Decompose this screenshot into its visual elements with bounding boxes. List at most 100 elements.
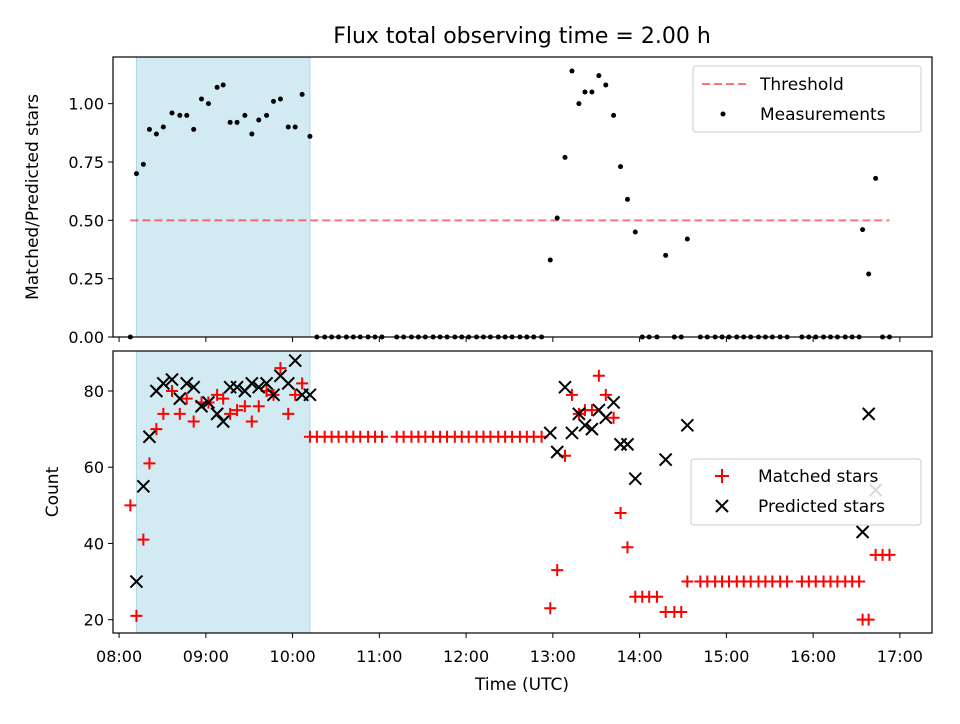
measurement-point	[307, 133, 313, 139]
matched-star-marker	[165, 385, 178, 398]
y-tick-label: 20	[84, 611, 104, 630]
bottom-y-ticks: 20 40 60 80	[84, 382, 113, 630]
matched-star-marker	[551, 564, 564, 577]
measurement-point	[576, 101, 582, 107]
top-legend: Threshold Measurements	[692, 65, 922, 133]
matched-star-marker	[614, 506, 627, 519]
predicted-star-marker	[572, 407, 586, 421]
measurement-point	[547, 257, 553, 263]
matched-star-marker	[252, 400, 265, 413]
measurement-point	[133, 171, 139, 177]
measurement-point	[264, 112, 270, 118]
x-tick-label: 17:00	[877, 647, 923, 666]
bottom-x-ticks: 08:00 09:00 10:00 11:00 12:00 13:00 14:00 15:00…	[96, 633, 923, 666]
matched-star-marker	[296, 377, 309, 390]
predicted-star-marker	[259, 376, 274, 391]
bottom-predicted-stars	[129, 353, 883, 589]
predicted-star-marker	[194, 399, 209, 413]
matched-star-marker	[289, 388, 302, 401]
measurement-point	[249, 131, 255, 137]
matched-star-marker	[173, 407, 186, 420]
predicted-star-marker	[216, 414, 230, 429]
x-tick-label: 16:00	[790, 647, 836, 666]
x-tick-label: 13:00	[530, 647, 576, 666]
matched-star-marker	[157, 407, 170, 420]
predicted-star-marker	[606, 395, 621, 410]
predicted-star-marker	[142, 430, 157, 444]
measurement-point	[554, 215, 560, 221]
predicted-star-marker	[658, 452, 673, 467]
measurement-point	[146, 126, 152, 132]
legend-measurements-swatch	[720, 111, 726, 117]
predicted-star-marker	[173, 391, 187, 406]
measurement-point	[242, 112, 248, 118]
matched-star-marker	[853, 575, 866, 588]
predicted-star-marker	[303, 388, 317, 402]
measurement-point	[596, 73, 602, 79]
matched-star-marker	[282, 407, 295, 420]
matched-star-marker	[592, 369, 605, 382]
measurement-point	[169, 110, 175, 116]
top-y-label: Matched/Predicted stars	[23, 94, 43, 300]
predicted-star-marker	[156, 376, 171, 391]
x-tick-label: 08:00	[96, 647, 142, 666]
measurement-point	[624, 196, 630, 202]
predicted-star-marker	[861, 407, 876, 421]
y-tick-label: 0.50	[68, 211, 104, 230]
measurement-point	[205, 101, 211, 107]
measurement-point	[271, 98, 277, 104]
matched-star-marker	[217, 392, 230, 405]
predicted-star-marker	[613, 437, 628, 452]
legend-measurements-label: Measurements	[760, 105, 886, 125]
measurement-point	[618, 164, 624, 170]
top-y-ticks: 0.00 0.25 0.50 0.75 1.00	[68, 95, 113, 347]
matched-star-marker	[544, 602, 557, 615]
matched-star-marker	[565, 388, 578, 401]
measurement-point	[603, 82, 609, 88]
matched-star-marker	[187, 415, 200, 428]
measurement-point	[299, 91, 305, 97]
predicted-star-marker	[578, 418, 592, 433]
chart-title: Flux total observing time = 2.00 h	[333, 24, 711, 49]
measurement-point	[292, 124, 298, 130]
measurement-point	[234, 119, 240, 125]
matched-star-marker	[675, 606, 688, 619]
measurement-point	[153, 131, 159, 137]
measurement-point	[632, 229, 638, 235]
matched-star-marker	[650, 590, 663, 603]
measurement-point	[227, 119, 233, 125]
matched-star-marker	[245, 415, 258, 428]
predicted-star-marker	[245, 376, 259, 391]
bottom-y-label: Count	[43, 466, 63, 517]
measurement-point	[866, 271, 872, 277]
matched-star-marker	[180, 392, 193, 405]
matched-star-marker	[681, 575, 694, 588]
matched-star-marker	[130, 609, 143, 622]
y-tick-label: 80	[84, 382, 104, 401]
predicted-star-marker	[136, 479, 151, 493]
matched-star-marker	[124, 499, 137, 512]
measurement-point	[684, 236, 690, 242]
predicted-star-marker	[186, 380, 201, 394]
predicted-star-marker	[252, 380, 266, 394]
y-tick-label: 0.00	[68, 328, 104, 347]
matched-star-marker	[607, 411, 620, 424]
predicted-star-marker	[599, 410, 613, 425]
predicted-star-marker	[210, 407, 224, 421]
top-x-ticks	[118, 337, 901, 342]
predicted-star-marker	[680, 418, 695, 433]
predicted-star-marker	[165, 372, 179, 387]
measurement-point	[582, 89, 588, 95]
matched-star-marker	[238, 400, 251, 413]
x-tick-label: 10:00	[270, 647, 316, 666]
y-tick-label: 60	[84, 458, 104, 477]
matched-star-marker	[599, 388, 612, 401]
matched-star-marker	[375, 430, 388, 443]
measurement-point	[220, 82, 226, 88]
predicted-star-marker	[628, 471, 642, 486]
x-tick-label: 09:00	[183, 647, 229, 666]
y-tick-label: 1.00	[68, 95, 104, 114]
x-tick-label: 14:00	[617, 647, 663, 666]
matched-star-marker	[781, 575, 794, 588]
observing-window-band	[135, 56, 311, 338]
